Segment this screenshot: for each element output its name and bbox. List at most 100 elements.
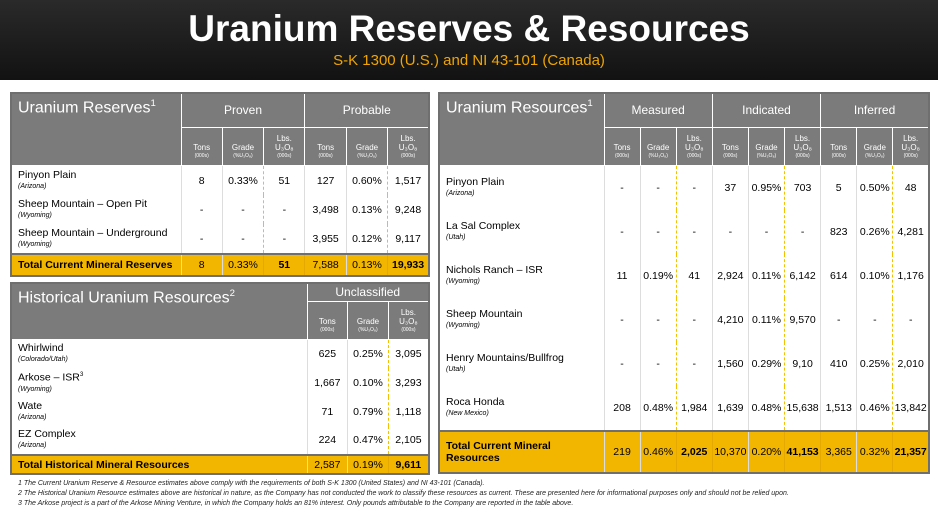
column-label: Tons	[193, 143, 211, 153]
value-cell: 224	[306, 426, 348, 455]
value-cell: -	[639, 342, 677, 387]
value-cell: -	[603, 342, 641, 387]
value-cell: 8	[180, 165, 223, 196]
value-cell: 1,984	[675, 386, 713, 431]
historical-table: Historical Uranium Resources2 Unclassifie…	[10, 282, 430, 475]
value-cell: -	[180, 224, 223, 254]
total-value: 41,153	[784, 429, 822, 473]
column-unit: (%U₃O₈)	[233, 153, 253, 160]
value-cell: 0.19%	[639, 253, 677, 299]
group-header: Probable	[304, 92, 430, 128]
column-label: U₃O₈	[399, 316, 418, 326]
column-unit: (%U₃O₈)	[358, 326, 378, 333]
reserves-table: Uranium Reserves1 Proven Probable Tons (000s…	[10, 92, 430, 277]
column-unit: (%U₃O₈)	[756, 152, 777, 159]
project-location: (Arizona)	[18, 442, 47, 449]
column-header: Grade (%U₃O₈)	[347, 300, 389, 340]
value-cell: 13,842	[892, 386, 930, 431]
data-row: Pinyon Plain (Arizona) 8 0.33% 51 127 0.60% 1,5…	[10, 165, 430, 196]
value-cell: -	[675, 165, 713, 210]
column-label: U₃O₈	[398, 143, 418, 153]
column-header: Lbs. U₃O₈ (000s)	[387, 300, 430, 340]
column-row: Tons (000s) Grade (%U₃O₈) Lbs. U₃O₈ (000s)	[11, 300, 430, 340]
column-header: Tons (000s)	[304, 126, 347, 167]
project-location: (Wyoming)	[18, 211, 52, 219]
value-cell: 208	[603, 386, 641, 431]
column-unit: (000s)	[400, 153, 416, 160]
group-header: Inferred	[820, 92, 930, 128]
project-name: Roca Honda	[446, 396, 505, 409]
column-label: U₃O₈	[793, 142, 812, 152]
total-value: 8	[180, 252, 223, 276]
value-cell: 1,176	[892, 253, 930, 299]
total-row: Total Historical Mineral Resources 2,587 0…	[10, 454, 430, 474]
total-value: 0.46%	[639, 429, 677, 473]
column-label: Tons	[830, 142, 848, 152]
column-label: Lbs.	[903, 133, 919, 143]
column-row: Tons (000s) Grade (%U₃O₈) Lbs. U₃O₈ (000s) Tons…	[439, 126, 930, 166]
total-value: 3,365	[820, 429, 857, 473]
column-header: Lbs. U₃O₈ (000s)	[784, 126, 822, 166]
column-label: Grade	[647, 142, 670, 152]
value-cell: 0.12%	[345, 224, 388, 254]
column-label: Tons	[613, 142, 631, 152]
value-cell: 2,924	[711, 253, 749, 299]
value-cell: 15,638	[784, 386, 822, 431]
project-location: (Wyoming)	[18, 385, 52, 393]
column-label: Tons	[317, 143, 335, 153]
value-cell: 6,142	[784, 253, 822, 299]
value-cell: -	[603, 165, 641, 210]
group-row: Uranium Resources1 Measured Indicated Infer…	[438, 92, 930, 166]
project-cell: Pinyon Plain (Arizona)	[438, 165, 604, 210]
column-label: U₃O₈	[901, 142, 920, 152]
project-name: La Sal Complex	[446, 219, 521, 232]
value-cell: -	[603, 209, 641, 254]
project-location: (Wyoming)	[18, 240, 52, 248]
value-cell: 0.25%	[856, 342, 893, 387]
total-value: 0.19%	[347, 454, 389, 474]
project-name: Sheep Mountain – Open Pit	[18, 197, 148, 210]
value-cell: -	[263, 195, 306, 225]
value-cell: 0.26%	[856, 209, 893, 254]
value-cell: -	[747, 209, 785, 254]
project-location: (Arizona)	[18, 413, 47, 421]
value-cell: 1,560	[711, 342, 749, 387]
footnote: 1 The Current Uranium Reserve & Resource…	[18, 480, 485, 487]
total-value: 10,370	[711, 429, 749, 473]
project-location: (Arizona)	[446, 189, 475, 197]
value-cell: 1,517	[387, 165, 430, 196]
column-label: Lbs.	[686, 133, 702, 143]
value-cell: -	[675, 298, 713, 343]
footnote-ref: 1	[587, 98, 593, 109]
value-cell: -	[639, 298, 677, 343]
value-cell: -	[603, 298, 641, 343]
value-cell: -	[221, 195, 264, 225]
column-unit: (000s)	[795, 152, 810, 159]
total-value: 2,025	[675, 429, 713, 473]
column-header: Grade (%U₃O₈)	[747, 126, 786, 166]
table-title: Uranium Resources	[446, 99, 588, 117]
value-cell: -	[675, 342, 713, 387]
column-header: Grade (%U₃O₈)	[856, 126, 894, 166]
data-row: Sheep Mountain – Open Pit (Wyoming) - - -3,4…	[10, 195, 430, 225]
column-label: Lbs.	[400, 307, 416, 317]
value-cell: 0.11%	[747, 253, 785, 299]
value-cell: -	[639, 165, 677, 210]
value-cell: -	[856, 298, 893, 343]
value-cell: 0.10%	[856, 253, 893, 299]
total-value: 7,588	[304, 252, 347, 276]
column-unit: (000s)	[614, 152, 630, 159]
value-cell: -	[221, 224, 264, 254]
value-cell: 0.50%	[856, 165, 893, 210]
project-cell: Henry Mountains/Bullfrog (Utah)	[438, 342, 604, 387]
column-unit: (000s)	[903, 152, 918, 159]
total-value: 19,933	[387, 252, 430, 276]
value-cell: 9,117	[387, 224, 430, 254]
column-header: Lbs. U₃O₈ (000s)	[387, 126, 430, 167]
column-unit: (000s)	[320, 326, 335, 333]
total-row: Total Current Mineral Reserves 8 0.33% 51 7,…	[10, 252, 430, 276]
value-cell: 0.29%	[747, 342, 785, 387]
column-unit: (000s)	[831, 152, 846, 159]
column-label: Tons	[318, 316, 336, 326]
